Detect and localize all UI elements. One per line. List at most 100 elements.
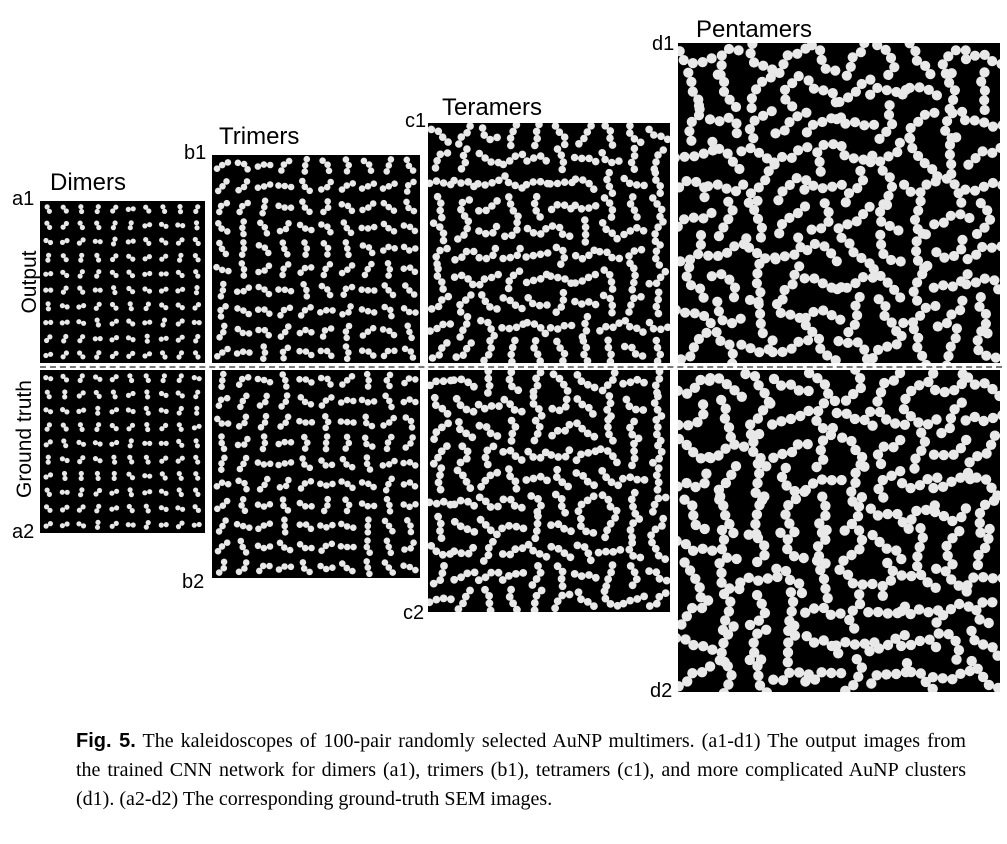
nanoparticle (559, 246, 567, 255)
nanoparticle (987, 383, 998, 395)
nanoparticle (626, 129, 634, 137)
nanoparticle (606, 294, 614, 303)
nanoparticle (111, 475, 117, 481)
nanoparticle (771, 563, 782, 574)
nanoparticle (560, 178, 569, 186)
nanoparticle (522, 476, 531, 484)
nanoparticle (972, 559, 984, 571)
nanoparticle (846, 549, 857, 561)
nanoparticle (615, 157, 623, 165)
nanoparticle (928, 370, 939, 379)
nanoparticle (428, 498, 434, 507)
nanoparticle (43, 352, 49, 359)
nanoparticle (499, 495, 508, 504)
nanoparticle (886, 181, 898, 192)
nanoparticle (752, 628, 763, 639)
nanoparticle (345, 349, 352, 356)
nanoparticle (242, 559, 250, 566)
nanoparticle (698, 213, 709, 224)
nanoparticle (339, 381, 346, 388)
nanoparticle (943, 629, 954, 640)
nanoparticle (484, 370, 493, 376)
nanoparticle (383, 495, 391, 503)
nanoparticle (500, 395, 509, 404)
nanoparticle (265, 262, 273, 270)
nanoparticle (881, 85, 892, 96)
nanoparticle (654, 288, 663, 297)
nanoparticle (851, 216, 862, 227)
nanoparticle (338, 478, 345, 485)
nanoparticle (464, 549, 473, 558)
nanoparticle (482, 206, 490, 215)
nanoparticle (633, 213, 641, 221)
nanoparticle (855, 382, 866, 394)
nanoparticle (92, 456, 99, 462)
nanoparticle (915, 523, 926, 534)
nanoparticle (712, 296, 723, 307)
nanoparticle (63, 333, 69, 340)
nanoparticle (808, 306, 819, 318)
nanoparticle (114, 488, 120, 494)
nanoparticle (792, 111, 803, 122)
nanoparticle (625, 322, 634, 331)
nanoparticle (905, 186, 916, 197)
nanoparticle (908, 286, 919, 297)
nanoparticle (142, 490, 148, 496)
nanoparticle (947, 559, 958, 570)
nanoparticle (196, 521, 202, 528)
nanoparticle (633, 224, 641, 232)
nanoparticle (533, 350, 542, 358)
nanoparticle (626, 596, 634, 605)
nanoparticle (896, 640, 907, 652)
nanoparticle (609, 436, 617, 445)
nanoparticle (457, 271, 466, 280)
nanoparticle (619, 599, 628, 608)
nanoparticle (43, 504, 50, 510)
nanoparticle (142, 286, 148, 292)
nanoparticle (949, 404, 960, 415)
nanoparticle (504, 178, 513, 187)
nanoparticle (80, 455, 86, 461)
nanoparticle (754, 499, 765, 511)
nanoparticle (930, 582, 941, 593)
nanoparticle (364, 537, 371, 544)
nanoparticle (871, 670, 882, 681)
nanoparticle (350, 419, 357, 426)
nanoparticle (718, 688, 729, 692)
nanoparticle (577, 205, 586, 213)
nanoparticle (951, 132, 962, 143)
nanoparticle (338, 269, 346, 277)
nanoparticle (789, 620, 800, 631)
nanoparticle (126, 269, 132, 275)
nanoparticle (919, 436, 931, 447)
nanoparticle (501, 232, 509, 241)
teramers-title: Teramers (442, 94, 543, 121)
nanoparticle (630, 568, 639, 577)
nanoparticle (754, 347, 765, 358)
nanoparticle (162, 475, 168, 481)
nanoparticle (470, 568, 479, 577)
nanoparticle (626, 423, 634, 432)
nanoparticle (261, 349, 269, 356)
nanoparticle (428, 354, 437, 362)
nanoparticle (260, 161, 268, 168)
nanoparticle (481, 181, 489, 189)
nanoparticle (662, 576, 670, 585)
nanoparticle (613, 458, 621, 467)
nanoparticle (937, 481, 949, 492)
nanoparticle (410, 207, 418, 215)
nanoparticle (920, 302, 931, 313)
nanoparticle (653, 485, 662, 494)
nanoparticle (179, 442, 185, 448)
nanoparticle (559, 296, 568, 304)
nanoparticle (684, 262, 695, 273)
nanoparticle (583, 312, 592, 321)
nanoparticle (604, 495, 613, 504)
nanoparticle (636, 553, 645, 562)
nanoparticle (987, 573, 999, 584)
nanoparticle (128, 306, 134, 312)
nanoparticle (542, 552, 551, 561)
nanoparticle (505, 375, 514, 384)
nanoparticle (722, 148, 733, 159)
nanoparticle (307, 525, 315, 533)
